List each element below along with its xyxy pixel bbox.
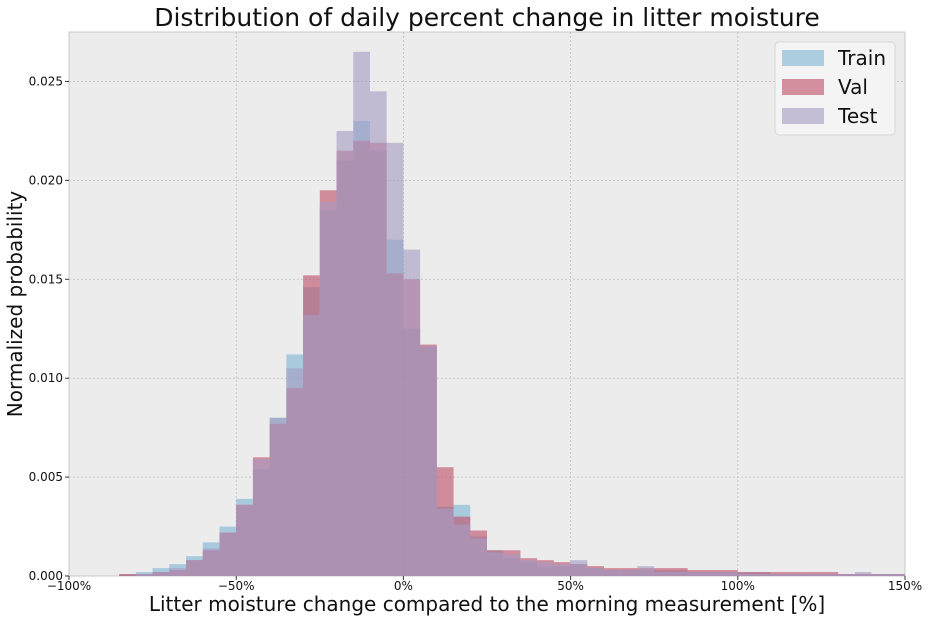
bar-test [420, 346, 437, 576]
bar-test [503, 554, 521, 576]
bar-test [637, 566, 655, 576]
bar-test [587, 568, 605, 576]
plot-area [68, 31, 906, 577]
bar-test [186, 560, 203, 576]
bar-test [670, 572, 688, 576]
y-tick-label: 0.010 [29, 371, 63, 385]
bar-test [353, 51, 370, 577]
bar-test [252, 459, 270, 576]
bar-test [754, 574, 772, 576]
bar-test [369, 91, 387, 576]
bar-test [202, 548, 220, 576]
legend-label-test: Test [837, 104, 878, 128]
bar-test [687, 572, 705, 576]
y-tick-label: 0.025 [29, 74, 63, 88]
legend-swatch-train [782, 50, 824, 66]
bar-test [319, 202, 337, 576]
bar-test [169, 568, 187, 576]
bar-test [737, 574, 755, 576]
histogram-bars [119, 51, 905, 577]
bar-val [119, 574, 136, 576]
x-tick-label: −100% [47, 579, 91, 593]
bar-test [286, 368, 304, 576]
bar-test [704, 572, 722, 576]
bar-test [219, 532, 237, 576]
bar-test [487, 552, 504, 576]
bar-test [604, 570, 621, 576]
bar-test [436, 508, 454, 576]
bar-test [453, 524, 471, 576]
x-tick-label: 100% [721, 579, 755, 593]
bar-test [771, 574, 788, 576]
series-test [135, 51, 905, 577]
bar-test [403, 249, 421, 576]
x-tick-label: −50% [218, 579, 255, 593]
x-axis-label: Litter moisture change compared to the m… [149, 592, 825, 616]
bar-test [269, 417, 287, 576]
y-tick-label: 0.020 [29, 173, 63, 187]
x-axis-ticks: −100% −50% 0% 50% 100% 150% [47, 576, 922, 593]
y-axis-label: Normalized probability [3, 191, 27, 418]
legend-swatch-test [782, 108, 824, 124]
bar-test [721, 572, 738, 576]
legend-label-val: Val [838, 75, 868, 99]
bar-test [888, 574, 905, 576]
legend-swatch-val [782, 79, 824, 95]
bar-test [520, 560, 538, 576]
bar-test [804, 574, 822, 576]
bar-test [654, 572, 671, 576]
x-tick-label: 50% [557, 579, 584, 593]
legend-label-train: Train [837, 46, 886, 70]
bar-test [620, 570, 638, 576]
y-tick-label: 0.005 [29, 470, 63, 484]
bar-test [386, 142, 404, 576]
bar-test [470, 538, 487, 576]
bar-test [336, 130, 354, 576]
bar-test [553, 564, 571, 576]
legend: Train Val Test [774, 41, 896, 136]
bar-test [838, 574, 855, 576]
y-tick-label: 0.000 [29, 569, 63, 583]
x-tick-label: 0% [394, 579, 413, 593]
bar-test [854, 572, 872, 576]
bar-test [570, 560, 588, 576]
bar-test [537, 562, 554, 576]
x-tick-label: 150% [888, 579, 922, 593]
y-tick-label: 0.015 [29, 272, 63, 286]
bar-test [236, 504, 253, 576]
bar-test [821, 574, 839, 576]
chart-title: Distribution of daily percent change in … [154, 3, 820, 32]
bar-test [871, 574, 889, 576]
y-axis-ticks: 0.000 0.005 0.010 0.015 0.020 0.025 [29, 74, 69, 583]
bar-test [303, 314, 320, 576]
bar-test [152, 572, 170, 576]
bar-test [787, 574, 805, 576]
bar-test [135, 574, 153, 576]
